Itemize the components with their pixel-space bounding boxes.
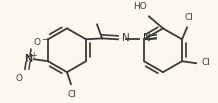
Text: Cl: Cl: [185, 13, 194, 22]
Text: O: O: [16, 74, 23, 83]
Text: N: N: [24, 54, 32, 64]
Text: Cl: Cl: [68, 90, 77, 99]
Text: N: N: [122, 33, 130, 43]
Text: O: O: [34, 38, 41, 47]
Text: Cl: Cl: [201, 58, 210, 67]
Text: +: +: [30, 51, 36, 60]
Text: N: N: [143, 33, 151, 43]
Text: −: −: [41, 35, 48, 44]
Text: HO: HO: [133, 2, 147, 11]
